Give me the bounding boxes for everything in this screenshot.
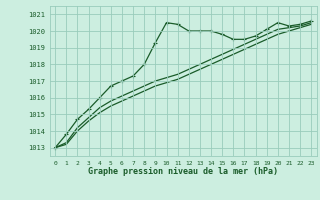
X-axis label: Graphe pression niveau de la mer (hPa): Graphe pression niveau de la mer (hPa) — [88, 167, 278, 176]
